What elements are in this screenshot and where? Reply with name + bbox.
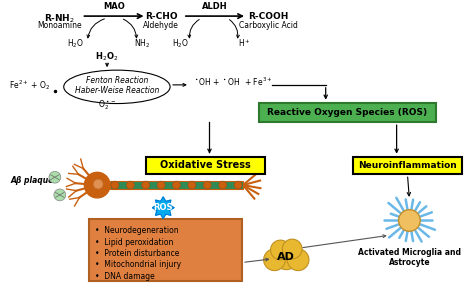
Text: R-NH$_2$: R-NH$_2$ [44, 12, 75, 25]
Text: Fenton Reaction: Fenton Reaction [86, 76, 148, 86]
Circle shape [157, 181, 165, 189]
Text: •  Mitochondrial injury: • Mitochondrial injury [95, 260, 182, 269]
Circle shape [173, 181, 181, 189]
Circle shape [287, 249, 309, 271]
Text: Monoamine: Monoamine [37, 21, 82, 30]
Text: •  Protein disturbance: • Protein disturbance [95, 249, 180, 258]
Circle shape [142, 181, 150, 189]
Text: H$_2$O$_2$: H$_2$O$_2$ [95, 50, 119, 63]
Bar [110, 181, 243, 189]
Text: MAO: MAO [103, 2, 125, 11]
Text: H$_2$O: H$_2$O [67, 37, 84, 50]
Text: Fe$^{2+}$ + O$_2$: Fe$^{2+}$ + O$_2$ [9, 78, 50, 92]
Text: Activated Microglia and
Astrocyte: Activated Microglia and Astrocyte [358, 248, 461, 267]
Text: O$_2^\bullet$$^-$: O$_2^\bullet$$^-$ [98, 99, 117, 112]
Text: R-COOH: R-COOH [248, 12, 289, 21]
Text: NH$_2$: NH$_2$ [135, 37, 151, 50]
Text: Reactive Oxygen Species (ROS): Reactive Oxygen Species (ROS) [267, 108, 428, 117]
Text: •  Neurodegeneration: • Neurodegeneration [95, 226, 179, 235]
Bar [89, 218, 242, 281]
Circle shape [234, 181, 242, 189]
Circle shape [273, 242, 300, 269]
Circle shape [219, 181, 227, 189]
Text: ALDH: ALDH [201, 2, 227, 11]
Circle shape [188, 181, 196, 189]
Circle shape [54, 189, 66, 201]
Circle shape [93, 179, 103, 189]
Circle shape [203, 181, 211, 189]
Bar [146, 157, 264, 174]
Circle shape [399, 210, 420, 231]
Circle shape [283, 239, 302, 259]
Text: Aldehyde: Aldehyde [143, 21, 179, 30]
Text: Carboxylic Acid: Carboxylic Acid [239, 21, 298, 30]
Circle shape [49, 171, 61, 183]
Text: H$_2$O: H$_2$O [173, 37, 190, 50]
Text: Neuroinflammation: Neuroinflammation [358, 161, 457, 170]
Circle shape [271, 240, 290, 260]
Text: •  Lipid peroxidation: • Lipid peroxidation [95, 238, 173, 247]
Text: Oxidative Stress: Oxidative Stress [160, 160, 251, 170]
Text: Haber-Weise Reaction: Haber-Weise Reaction [75, 86, 159, 95]
Text: $^\bullet$OH + $^\bullet$OH  + Fe$^{3+}$: $^\bullet$OH + $^\bullet$OH + Fe$^{3+}$ [193, 76, 272, 88]
Text: H$^+$: H$^+$ [237, 38, 250, 49]
Text: ROS: ROS [154, 203, 173, 212]
Text: AD: AD [277, 252, 295, 262]
Circle shape [111, 181, 119, 189]
Text: Aβ plaques: Aβ plaques [10, 176, 58, 185]
Polygon shape [152, 197, 174, 218]
Bar [353, 157, 462, 174]
Bar [259, 102, 436, 122]
Text: •  DNA damage: • DNA damage [95, 272, 155, 281]
Circle shape [84, 172, 110, 198]
Text: R-CHO: R-CHO [145, 12, 178, 21]
Circle shape [264, 249, 285, 271]
Circle shape [127, 181, 134, 189]
